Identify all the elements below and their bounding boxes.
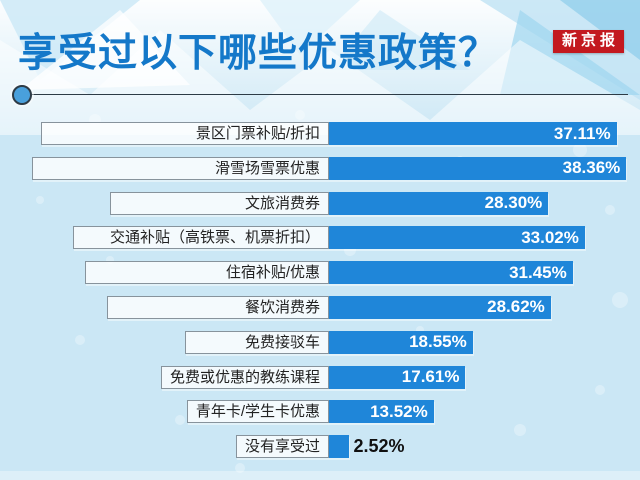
bar: 28.62%	[329, 295, 551, 319]
value-label: 28.62%	[487, 297, 545, 317]
bar: 18.55%	[329, 330, 473, 354]
category-label: 餐饮消费券	[107, 295, 329, 319]
bar-row: 餐饮消费券 28.62%	[0, 295, 640, 319]
category-label-wrap: 文旅消费券	[0, 191, 329, 215]
value-label: 17.61%	[401, 367, 460, 387]
bar	[329, 435, 349, 459]
value-label: 18.55%	[409, 332, 467, 352]
value-label: 13.52%	[370, 401, 428, 421]
category-label: 免费接驳车	[185, 330, 329, 354]
bar: 33.02%	[329, 226, 585, 250]
bar: 38.36%	[329, 156, 627, 180]
bar-row: 景区门票补贴/折扣 37.11%	[0, 122, 640, 145]
category-label-wrap: 免费接驳车	[0, 330, 329, 354]
bar-row: 免费或优惠的教练课程 17.61%	[0, 365, 640, 389]
bar-row: 交通补贴（高铁票、机票折扣） 33.02%	[0, 226, 640, 250]
bar-row: 没有享受过 2.52%	[0, 435, 640, 459]
value-label-outside: 2.52%	[353, 436, 405, 457]
category-label: 滑雪场雪票优惠	[31, 156, 329, 180]
category-label-wrap: 免费或优惠的教练课程	[0, 365, 329, 389]
category-label-wrap: 没有享受过	[0, 435, 329, 459]
page-title: 享受过以下哪些优惠政策？	[18, 32, 499, 75]
bar-row: 住宿补贴/优惠 31.45%	[0, 261, 640, 285]
category-label: 没有享受过	[235, 435, 329, 459]
value-label: 38.36%	[562, 158, 621, 178]
category-label-wrap: 餐饮消费券	[0, 295, 329, 319]
bar-row: 免费接驳车 18.55%	[0, 330, 640, 354]
value-label: 31.45%	[509, 262, 567, 282]
bar: 28.30%	[329, 191, 549, 215]
category-label: 文旅消费券	[109, 191, 329, 215]
category-label-wrap: 青年卡/学生卡优惠	[0, 400, 329, 424]
category-label-wrap: 景区门票补贴/折扣	[0, 122, 329, 145]
bar-chart: 景区门票补贴/折扣 37.11% 滑雪场雪票优惠 38.36% 文旅消费券 28…	[0, 122, 640, 470]
bar-row: 文旅消费券 28.30%	[0, 191, 640, 215]
category-label: 住宿补贴/优惠	[85, 261, 329, 285]
category-label: 免费或优惠的教练课程	[160, 365, 329, 389]
value-label: 28.30%	[484, 193, 543, 213]
brand-badge: 新京报	[552, 30, 624, 53]
bar: 31.45%	[329, 261, 573, 285]
category-label-wrap: 住宿补贴/优惠	[0, 261, 329, 285]
bar: 13.52%	[329, 400, 434, 424]
value-label: 33.02%	[521, 227, 579, 247]
category-label: 交通补贴（高铁票、机票折扣）	[73, 226, 329, 250]
category-label-wrap: 滑雪场雪票优惠	[0, 156, 329, 180]
value-label: 37.11%	[553, 123, 611, 143]
divider-bullet-icon	[12, 85, 32, 105]
category-label: 景区门票补贴/折扣	[41, 122, 329, 145]
bar: 17.61%	[329, 365, 466, 389]
divider-line	[24, 94, 628, 95]
bar-row: 滑雪场雪票优惠 38.36%	[0, 156, 640, 180]
bar-row: 青年卡/学生卡优惠 13.52%	[0, 400, 640, 424]
category-label-wrap: 交通补贴（高铁票、机票折扣）	[0, 226, 329, 250]
bar: 37.11%	[329, 122, 617, 145]
category-label: 青年卡/学生卡优惠	[186, 400, 329, 424]
